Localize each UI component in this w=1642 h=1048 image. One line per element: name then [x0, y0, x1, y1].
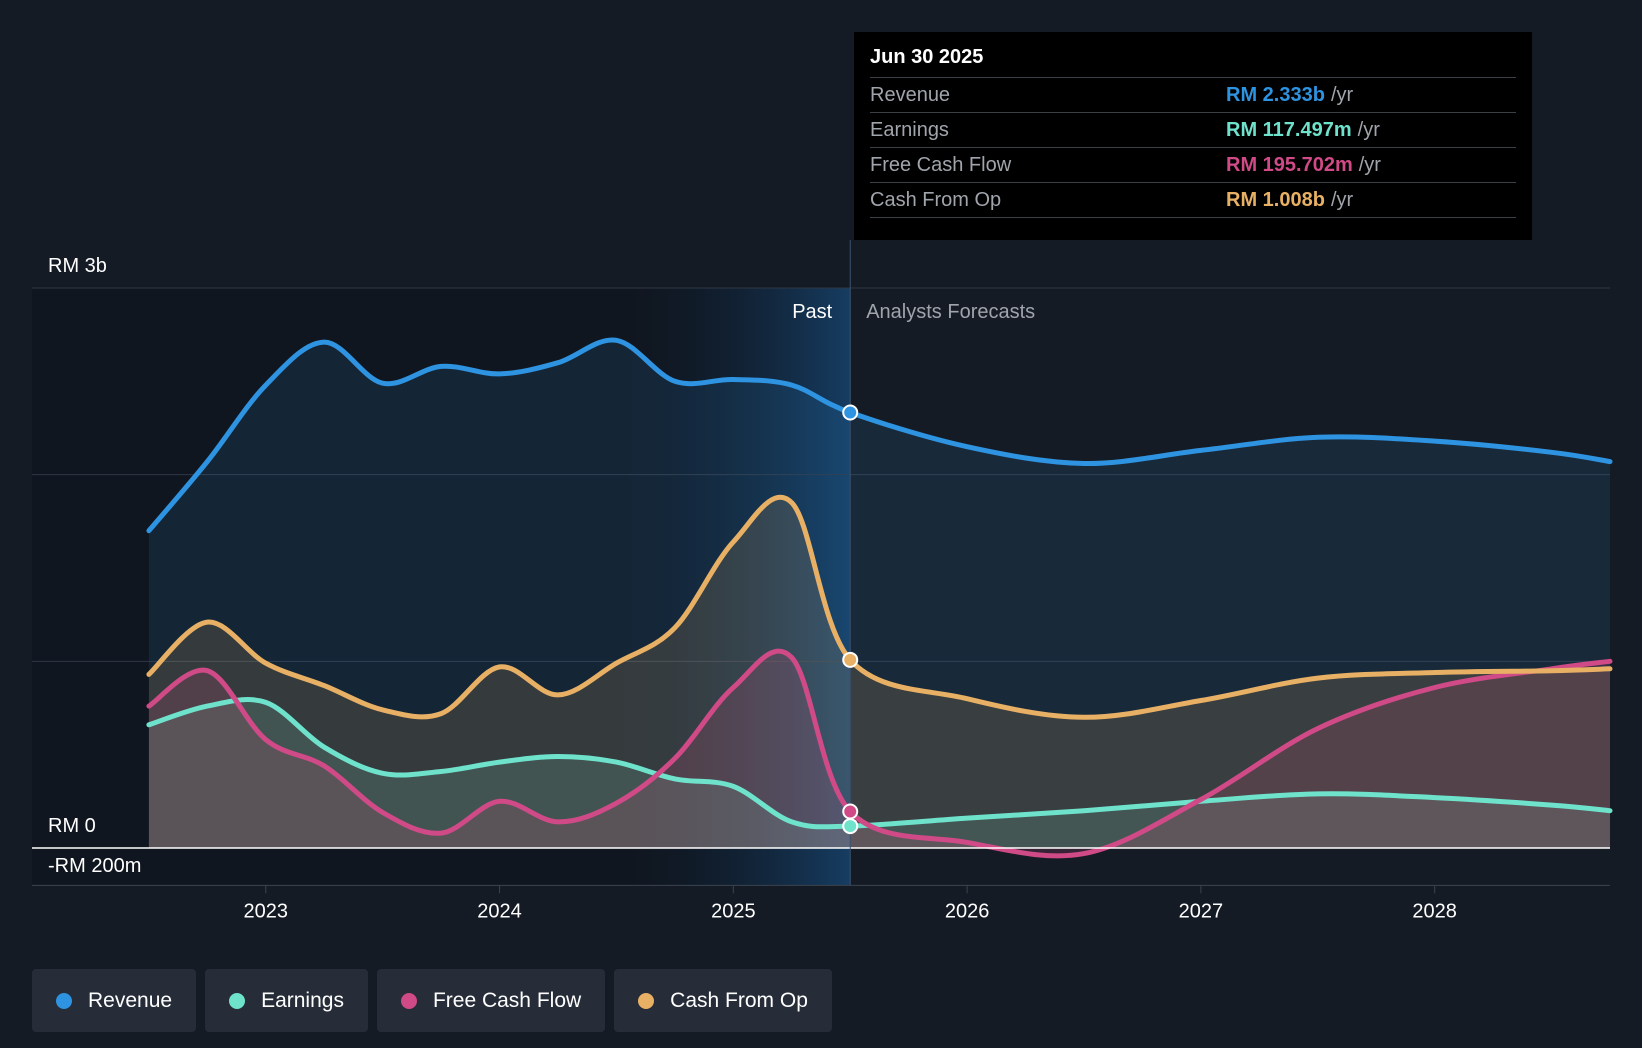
y-tick-label-bottom: -RM 200m	[48, 855, 141, 877]
tooltip-label: Earnings	[870, 118, 949, 141]
tooltip-value: RM 2.333b	[1226, 83, 1325, 106]
cfo-line	[146, 494, 1613, 720]
x-tick-label: 2025	[711, 900, 756, 922]
series-areas	[148, 339, 1610, 856]
revenue-line	[146, 337, 1613, 534]
cash-from-op-dot-icon	[638, 992, 655, 1009]
tooltip-label: Cash From Op	[870, 188, 1002, 211]
legend-item-earnings[interactable]: Earnings	[205, 969, 368, 1032]
x-tick-label: 2028	[1412, 900, 1457, 922]
gridlines	[32, 287, 1610, 662]
tooltip-row-earnings: Earnings RM 117.497m /yr	[870, 113, 1516, 148]
y-tick-label-zero: RM 0	[48, 815, 96, 837]
earnings-dot-icon	[229, 992, 246, 1009]
tooltip-unit: /yr	[1358, 153, 1381, 176]
tooltip-row-revenue: Revenue RM 2.333b /yr	[870, 78, 1516, 113]
earnings-line	[146, 697, 1613, 830]
legend-label: Free Cash Flow	[432, 988, 582, 1012]
fcf-marker	[842, 803, 859, 820]
x-tick-label: 2024	[477, 900, 522, 922]
tooltip-unit: /yr	[1330, 83, 1354, 106]
past-label: Past	[792, 301, 832, 323]
series-lines	[146, 337, 1613, 859]
hover-markers	[842, 404, 859, 835]
x-axis-ticks: 2023 2024 2025 2026 2027 2028	[244, 885, 1457, 922]
forecast-label: Analysts Forecasts	[866, 301, 1035, 323]
y-tick-label-top: RM 3b	[48, 255, 107, 277]
legend-label: Earnings	[261, 988, 344, 1012]
legend-label: Cash From Op	[670, 988, 808, 1012]
cfo-marker	[842, 651, 859, 668]
tooltip-row-cash-from-op: Cash From Op RM 1.008b /yr	[870, 183, 1516, 218]
tooltip-label: Revenue	[870, 83, 951, 106]
tooltip-value: RM 1.008b	[1226, 188, 1325, 211]
legend-label: Revenue	[88, 988, 173, 1012]
x-tick-label: 2026	[945, 900, 990, 922]
legend-item-free-cash-flow[interactable]: Free Cash Flow	[376, 969, 606, 1032]
tooltip-value: RM 195.702m	[1226, 153, 1353, 176]
revenue-marker	[842, 404, 859, 421]
earnings-area	[148, 699, 1610, 848]
earnings-marker	[842, 818, 859, 835]
tooltip-row-free-cash-flow: Free Cash Flow RM 195.702m /yr	[870, 148, 1516, 183]
tooltip-date: Jun 30 2025	[870, 46, 1516, 78]
tooltip-unit: /yr	[1330, 188, 1354, 211]
x-tick-label: 2027	[1179, 900, 1224, 922]
revenue-area	[148, 339, 1610, 848]
x-tick-label: 2023	[244, 900, 289, 922]
legend: Revenue Earnings Free Cash Flow Cash Fro…	[32, 969, 832, 1032]
tooltip-value: RM 117.497m	[1226, 118, 1352, 141]
fcf-line	[146, 648, 1613, 859]
legend-item-cash-from-op[interactable]: Cash From Op	[614, 969, 832, 1032]
tooltip: Jun 30 2025 Revenue RM 2.333b /yr Earnin…	[854, 32, 1532, 240]
tooltip-unit: /yr	[1357, 118, 1380, 141]
tooltip-label: Free Cash Flow	[870, 153, 1012, 176]
revenue-dot-icon	[56, 992, 72, 1009]
legend-item-revenue[interactable]: Revenue	[32, 969, 197, 1032]
free-cash-flow-dot-icon	[400, 992, 417, 1009]
